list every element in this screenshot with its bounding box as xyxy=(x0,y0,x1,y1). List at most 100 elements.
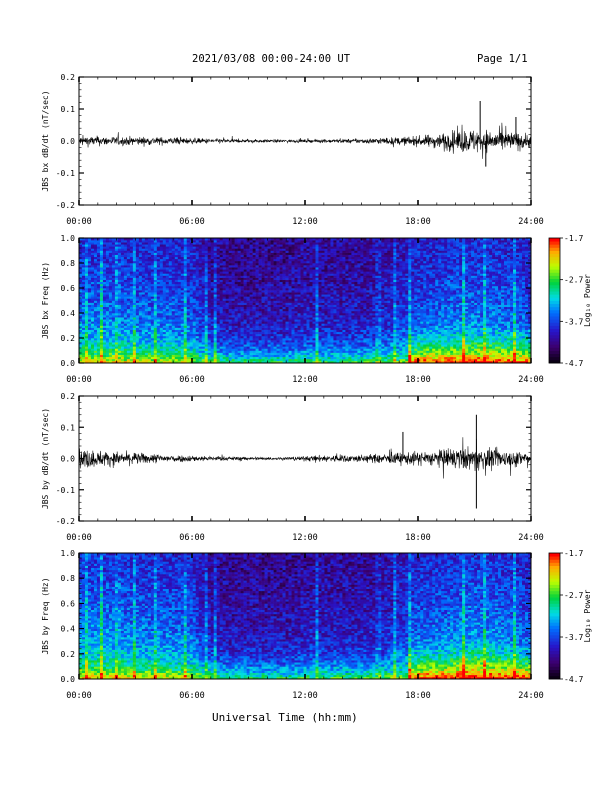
heatmap-cell xyxy=(318,348,322,351)
heatmap-cell xyxy=(207,323,212,326)
heatmap-cell xyxy=(153,346,158,349)
heatmap-cell xyxy=(102,256,107,260)
heatmap-cell xyxy=(90,279,95,283)
heatmap-cell xyxy=(300,315,304,318)
heatmap-cell xyxy=(201,269,206,272)
heatmap-cell xyxy=(90,242,95,245)
heatmap-cell xyxy=(126,281,131,285)
heatmap-cell xyxy=(168,340,173,343)
heatmap-cell xyxy=(120,310,125,314)
heatmap-cell xyxy=(93,271,98,274)
heatmap-cell xyxy=(189,348,194,351)
heatmap-cell xyxy=(312,288,316,291)
heatmap-cell xyxy=(108,290,113,293)
heatmap-cell xyxy=(297,275,301,278)
heatmap-cell xyxy=(111,281,116,285)
heatmap-cell xyxy=(132,323,137,326)
heatmap-cell xyxy=(282,323,286,326)
heatmap-cell xyxy=(147,283,152,287)
heatmap-cell xyxy=(219,335,223,339)
heatmap-cell xyxy=(291,360,295,364)
heatmap-cell xyxy=(276,329,280,333)
heatmap-cell xyxy=(177,281,182,285)
heatmap-cell xyxy=(90,310,95,314)
heatmap-cell xyxy=(294,240,298,243)
heatmap-cell xyxy=(150,250,155,253)
heatmap-cell xyxy=(138,310,143,314)
heatmap-cell xyxy=(141,269,146,272)
heatmap-cell xyxy=(243,323,247,326)
heatmap-cell xyxy=(144,258,149,262)
heatmap-cell xyxy=(153,327,158,330)
heatmap-cell xyxy=(102,258,107,262)
heatmap-cell xyxy=(186,283,191,287)
heatmap-cell xyxy=(87,281,92,285)
heatmap-cell xyxy=(309,250,313,253)
heatmap-cell xyxy=(303,321,307,324)
heatmap-cell xyxy=(138,292,143,295)
heatmap-cell xyxy=(216,333,220,337)
heatmap-cell xyxy=(138,325,143,328)
heatmap-cell xyxy=(276,360,280,364)
heatmap-cell xyxy=(273,344,277,347)
heatmap-cell xyxy=(282,267,286,270)
heatmap-cell xyxy=(174,358,179,362)
heatmap-cell xyxy=(159,317,164,320)
heatmap-cell xyxy=(291,277,295,280)
heatmap-cell xyxy=(183,342,188,345)
heatmap-cell xyxy=(165,335,170,339)
heatmap-cell xyxy=(132,258,137,262)
heatmap-cell xyxy=(93,335,98,339)
heatmap-cell xyxy=(168,294,173,297)
heatmap-cell xyxy=(180,288,185,291)
heatmap-cell xyxy=(132,288,137,291)
heatmap-cell xyxy=(246,321,250,324)
heatmap-cell xyxy=(117,327,122,330)
heatmap-cell xyxy=(312,331,316,335)
heatmap-cell xyxy=(315,265,319,268)
heatmap-cell xyxy=(273,306,277,310)
heatmap-cell xyxy=(249,292,253,295)
heatmap-cell xyxy=(249,258,253,262)
heatmap-cell xyxy=(192,281,197,285)
heatmap-cell xyxy=(306,296,310,299)
heatmap-cell xyxy=(93,246,98,249)
heatmap-cell xyxy=(144,323,149,326)
heatmap-cell xyxy=(204,242,209,245)
heatmap-cell xyxy=(204,269,209,272)
heatmap-cell xyxy=(177,267,182,270)
heatmap-cell xyxy=(147,338,152,341)
heatmap-cell xyxy=(192,288,197,291)
heatmap-cell xyxy=(144,340,149,343)
heatmap-cell xyxy=(150,346,155,349)
heatmap-cell xyxy=(258,267,262,270)
heatmap-cell xyxy=(222,263,226,266)
heatmap-cell xyxy=(252,252,256,255)
heatmap-cell xyxy=(288,338,292,341)
heatmap-cell xyxy=(267,298,271,301)
heatmap-cell xyxy=(213,256,217,260)
heatmap-cell xyxy=(120,352,125,355)
heatmap-cell xyxy=(228,265,232,268)
heatmap-cell xyxy=(285,242,289,245)
heatmap-cell xyxy=(321,350,325,353)
heatmap-cell xyxy=(174,327,179,330)
heatmap-cell xyxy=(270,260,274,264)
heatmap-cell xyxy=(249,246,253,249)
heatmap-cell xyxy=(243,256,247,260)
heatmap-cell xyxy=(291,342,295,345)
heatmap-cell xyxy=(114,327,119,330)
heatmap-cell xyxy=(252,290,256,293)
heatmap-cell xyxy=(93,356,98,360)
heatmap-cell xyxy=(141,258,146,262)
heatmap-cell xyxy=(315,242,319,245)
heatmap-cell xyxy=(135,310,140,314)
heatmap-cell xyxy=(129,327,134,330)
heatmap-cell xyxy=(222,292,226,295)
heatmap-cell xyxy=(79,323,83,326)
heatmap-cell xyxy=(309,360,313,364)
heatmap-cell xyxy=(312,258,316,262)
heatmap-cell xyxy=(147,258,152,262)
heatmap-cell xyxy=(153,260,158,264)
heatmap-cell xyxy=(282,310,286,314)
